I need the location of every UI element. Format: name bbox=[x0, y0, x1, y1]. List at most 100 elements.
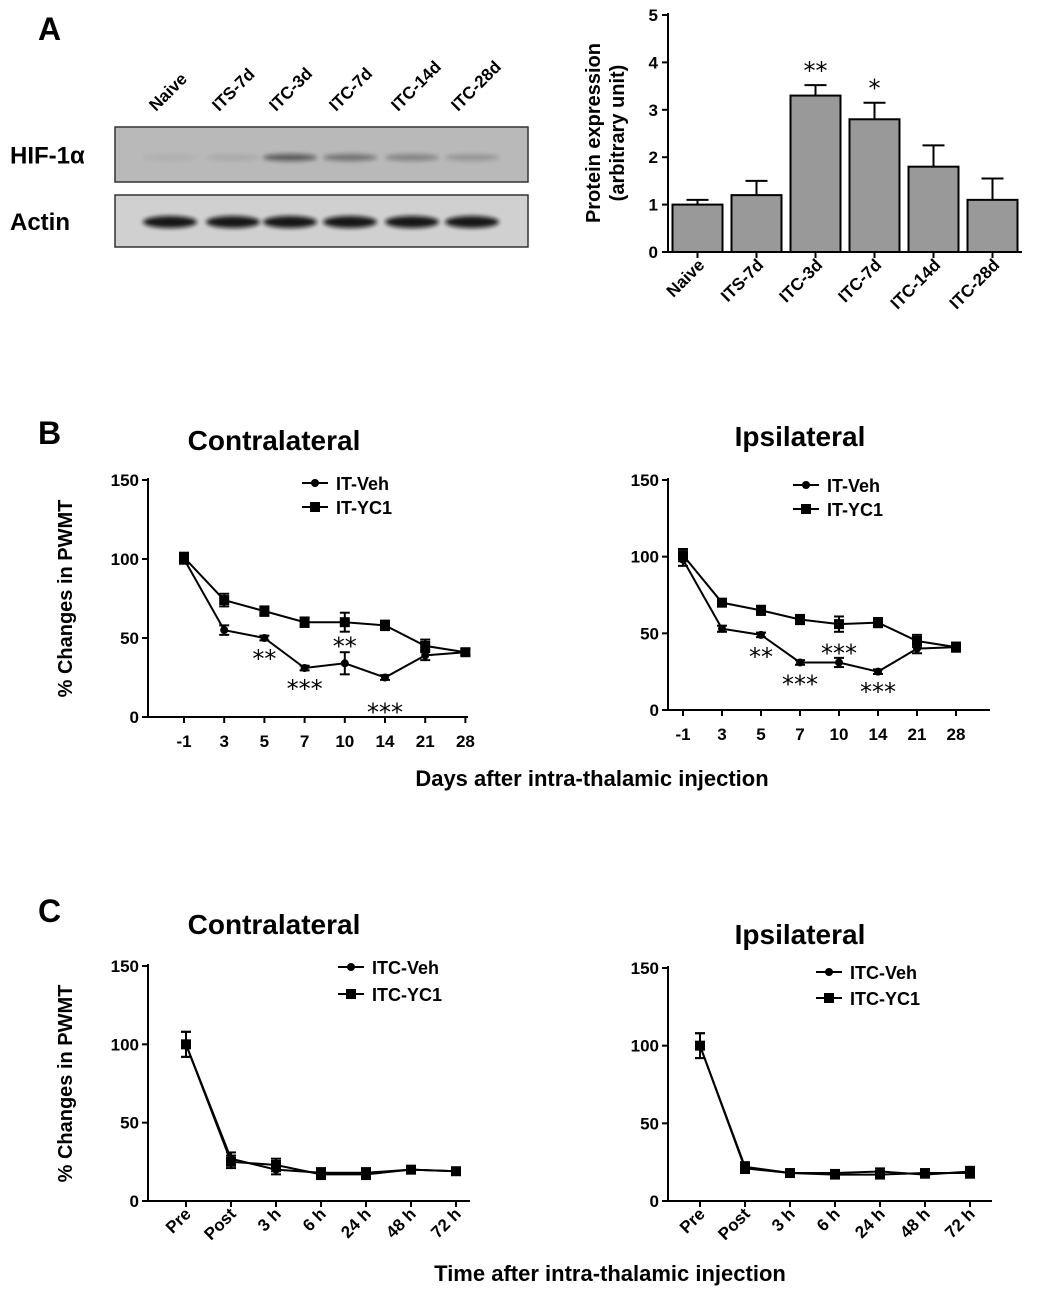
c-x-axis-label: Time after intra-thalamic injection bbox=[434, 1261, 786, 1286]
c-contralateral-chart: Contralateral % Changes in PWMT 0 50 100 150 P… bbox=[55, 909, 470, 1244]
b-contra-y-label: % Changes in PWMT bbox=[55, 500, 77, 698]
c-contra-itc-yc1-point bbox=[406, 1164, 416, 1175]
c-ipsi-itc-veh-legend-marker bbox=[825, 968, 833, 976]
c-contra-itc-yc1-point bbox=[451, 1166, 461, 1177]
bar-y-tick-label: 5 bbox=[649, 6, 658, 25]
b-ipsi-it-yc1-point bbox=[873, 617, 883, 628]
b-contra-x-tick-label-7: 7 bbox=[300, 732, 309, 751]
c-ipsi-itc-yc1-point bbox=[920, 1168, 930, 1179]
b-ipsi-it-yc1-point bbox=[951, 642, 961, 653]
c-contra-x-tick-label-3-h: 3 h bbox=[254, 1204, 285, 1235]
b-contra-significance: *** bbox=[367, 699, 403, 727]
c-ipsi-itc-yc1-point bbox=[875, 1169, 885, 1180]
c-contra-y-tick-label: 50 bbox=[120, 1114, 139, 1133]
c-ipsi-y-tick-label: 0 bbox=[650, 1192, 659, 1211]
b-contra-significance: ** bbox=[333, 632, 357, 660]
b-contra-y-tick-label: 0 bbox=[130, 708, 139, 727]
b-contra-it-yc1-line bbox=[183, 556, 466, 654]
b-ipsi-it-veh-point bbox=[718, 624, 726, 633]
b-contra-x-tick-label-28: 28 bbox=[456, 732, 475, 751]
c-ipsi-itc-yc1-point bbox=[695, 1040, 705, 1051]
c-contra-x-tick-label-6-h: 6 h bbox=[299, 1204, 330, 1235]
b-ipsi-it-veh-point bbox=[874, 667, 882, 676]
b-contra-significance: ** bbox=[252, 645, 276, 673]
b-contra-significance: *** bbox=[287, 675, 323, 703]
b-contralateral-chart: Contralateral % Changes in PWMT 0 50 100 150 -… bbox=[55, 425, 475, 751]
c-ipsi-itc-yc1-line bbox=[699, 1045, 970, 1176]
b-contra-it-yc1-point bbox=[380, 620, 390, 631]
c-ipsi-x-tick-label-48-h: 48 h bbox=[896, 1204, 933, 1241]
b-contra-it-yc1-point bbox=[460, 647, 471, 658]
c-contra-x-tick-label-post: Post bbox=[200, 1204, 240, 1244]
b-contra-x-tick-label-3: 3 bbox=[219, 732, 228, 751]
lane-label-naive: Naive bbox=[145, 69, 191, 115]
b-contra-it-veh-legend-label: IT-Veh bbox=[336, 474, 389, 494]
blot-row-label-hif-1: HIF-1α bbox=[10, 143, 85, 170]
b-ipsi-it-yc1-point bbox=[756, 605, 766, 616]
b-ipsi-it-veh-point bbox=[757, 630, 765, 639]
c-contra-itc-yc1-point bbox=[361, 1169, 371, 1180]
c-ipsi-x-tick-label-3-h: 3 h bbox=[768, 1204, 799, 1235]
blot-band-hif-1-naive bbox=[143, 154, 197, 161]
b-contra-it-yc1-point bbox=[259, 606, 270, 617]
bar-itc-14d bbox=[907, 165, 960, 253]
c-contra-itc-veh-legend-marker bbox=[347, 963, 355, 971]
c-ipsilateral-chart: Ipsilateral 0 50 100 150 Pre Post 3 h 6 h 24 h 48 … bbox=[631, 919, 992, 1244]
c-ipsi-x-tick-label-24-h: 24 h bbox=[851, 1204, 888, 1241]
c-contra-title: Contralateral bbox=[188, 909, 361, 940]
b-contra-it-veh-line bbox=[183, 558, 466, 679]
blot-band-hif-1-itc-14d bbox=[385, 154, 439, 161]
b-ipsi-it-veh-line bbox=[682, 559, 957, 673]
b-ipsi-it-yc1-point bbox=[717, 597, 727, 608]
blot-band-actin-itc-14d bbox=[385, 216, 439, 228]
c-contra-itc-yc1-legend-label: ITC-YC1 bbox=[372, 985, 442, 1005]
b-contra-it-yc1-legend-marker bbox=[310, 502, 320, 512]
c-ipsi-x-tick-label-6-h: 6 h bbox=[813, 1204, 844, 1235]
b-ipsi-it-veh-point bbox=[835, 658, 843, 667]
b-contra-it-yc1-point bbox=[299, 617, 310, 628]
bar-y-tick-label: 2 bbox=[649, 148, 658, 167]
bar-x-tick-label-itc-14d: ITC-14d bbox=[887, 255, 945, 313]
lane-label-itc-7d: ITC-7d bbox=[325, 64, 376, 115]
bar-x-tick-label-naive: Naive bbox=[663, 255, 709, 301]
b-ipsi-significance: *** bbox=[860, 678, 896, 706]
b-ipsi-x-tick-label-5: 5 bbox=[756, 725, 765, 744]
c-ipsi-itc-yc1-point bbox=[785, 1168, 795, 1179]
c-contra-itc-yc1-point bbox=[181, 1039, 191, 1050]
bar-significance-itc-7d: * bbox=[869, 75, 881, 103]
western-blot: Naive ITS-7d ITC-3d ITC-7d ITC-14d ITC-28d HIF… bbox=[10, 57, 529, 248]
c-contra-itc-yc1-point bbox=[316, 1169, 326, 1180]
blot-band-actin-its-7d bbox=[206, 216, 260, 228]
blot-band-hif-1-its-7d bbox=[206, 154, 260, 161]
b-contra-it-yc1-point bbox=[339, 617, 350, 628]
b-ipsi-it-yc1-legend-marker bbox=[801, 504, 811, 514]
c-ipsi-itc-yc1-legend-marker bbox=[824, 993, 834, 1003]
c-contra-itc-yc1-point bbox=[271, 1159, 281, 1170]
b-contra-it-veh-point bbox=[220, 626, 229, 635]
b-ipsi-y-tick-label: 150 bbox=[631, 471, 659, 490]
b-contra-it-yc1-point bbox=[179, 552, 189, 563]
bar-significance-itc-3d: ** bbox=[804, 57, 828, 85]
c-contra-y-tick-label: 150 bbox=[111, 957, 139, 976]
b-ipsi-x-tick-label-21: 21 bbox=[908, 725, 927, 744]
b-ipsi-it-yc1-point bbox=[678, 550, 688, 561]
blot-band-hif-1-itc-28d bbox=[445, 154, 499, 161]
bar-itc-3d bbox=[789, 94, 842, 253]
b-contra-it-yc1-point bbox=[219, 595, 230, 606]
blot-band-actin-naive bbox=[143, 216, 197, 228]
c-contra-y-label: % Changes in PWMT bbox=[55, 985, 77, 1183]
lane-label-its-7d: ITS-7d bbox=[208, 65, 258, 115]
bar-naive bbox=[671, 203, 724, 254]
bar-y-tick-label: 3 bbox=[649, 101, 658, 120]
c-contra-itc-veh-line bbox=[185, 1043, 457, 1174]
b-contra-it-veh-legend-marker bbox=[311, 479, 319, 487]
blot-band-hif-1-itc-3d bbox=[263, 154, 317, 161]
bar-x-tick-label-itc-3d: ITC-3d bbox=[775, 255, 826, 306]
blot-band-hif-1-itc-7d bbox=[323, 154, 377, 161]
b-contra-it-veh-point bbox=[381, 673, 389, 682]
lane-label-itc-14d: ITC-14d bbox=[387, 57, 445, 115]
b-contra-it-veh-point bbox=[260, 634, 269, 642]
bar-x-tick-label-itc-28d: ITC-28d bbox=[946, 255, 1004, 313]
b-ipsi-x-tick-label-3: 3 bbox=[717, 725, 726, 744]
c-contra-itc-yc1-point bbox=[226, 1156, 236, 1167]
